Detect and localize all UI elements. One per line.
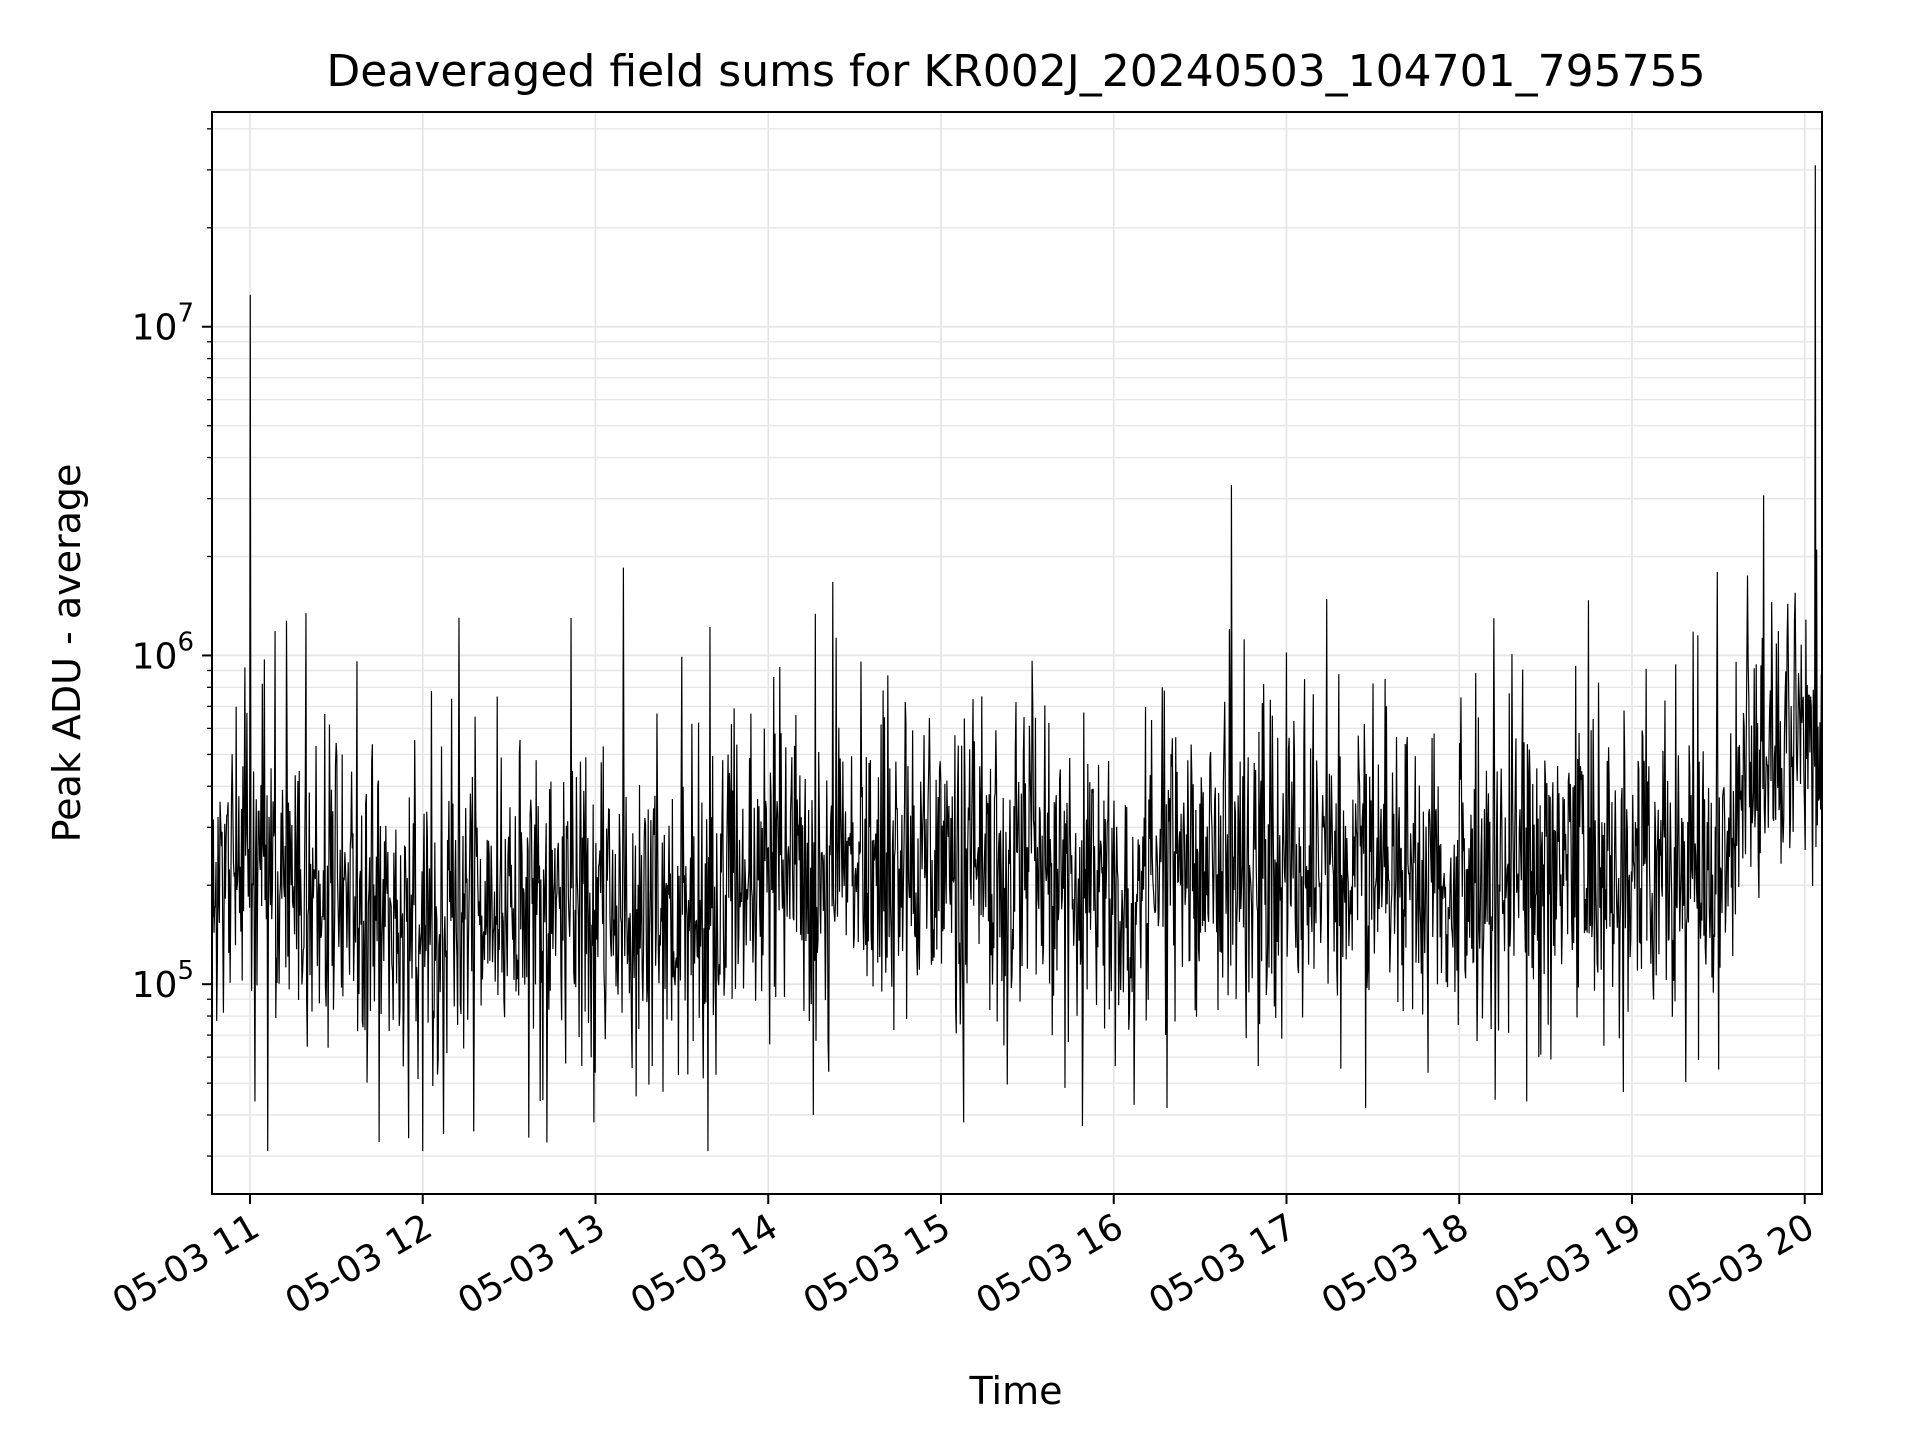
series-layer xyxy=(212,165,1822,1152)
y-tick-exponent: 7 xyxy=(177,299,194,329)
x-axis-label: Time xyxy=(969,1369,1063,1413)
y-tick-base: 10 xyxy=(132,965,178,1006)
grid-lines xyxy=(212,112,1822,1194)
series-line xyxy=(212,165,1822,1152)
plot-background xyxy=(212,112,1822,1194)
y-tick-label: 106 xyxy=(132,627,194,677)
y-tick-exponent: 6 xyxy=(177,627,194,657)
plot-frame xyxy=(211,111,1823,1195)
chart-title: Deaveraged field sums for KR002J_2024050… xyxy=(326,46,1705,97)
y-tick-base: 10 xyxy=(132,308,178,349)
y-tick-exponent: 5 xyxy=(177,956,194,986)
y-axis-label: Peak ADU - average xyxy=(45,464,89,843)
plot-area xyxy=(211,111,1823,1195)
y-tick-label: 107 xyxy=(132,299,194,349)
y-tick-label: 105 xyxy=(132,956,194,1006)
y-tick-base: 10 xyxy=(132,636,178,677)
